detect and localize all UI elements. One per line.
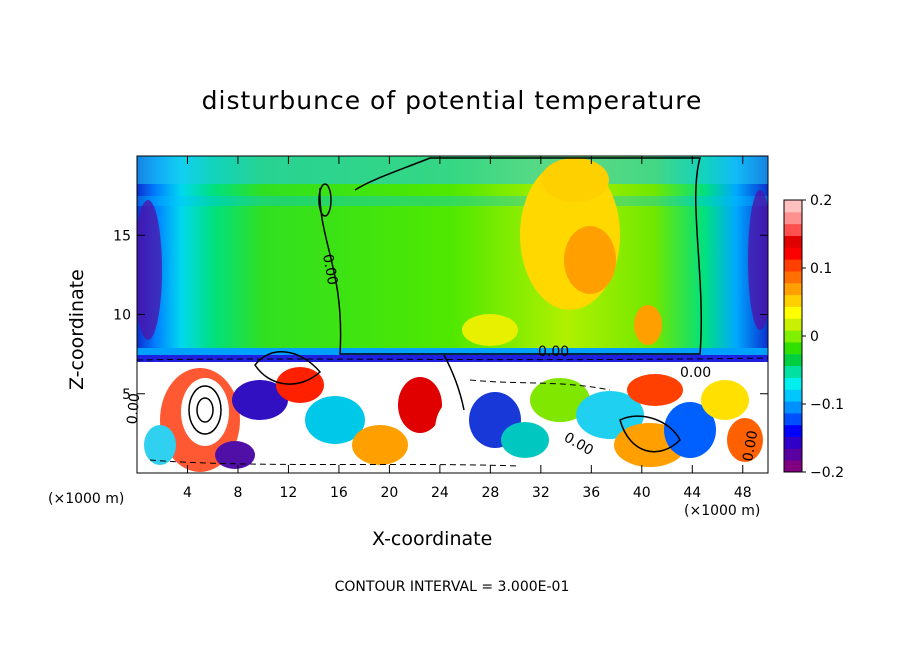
y-tick-label: 10: [113, 308, 131, 324]
x-axis-label: X-coordinate: [372, 528, 493, 550]
colorbar-swatch: [784, 223, 802, 236]
colorbar-swatch: [784, 247, 802, 260]
x-tick-label: 44: [683, 485, 701, 501]
x-unit-label: (×1000 m): [684, 503, 761, 519]
colorbar-swatch: [784, 424, 802, 438]
contour-lines: [188, 157, 702, 453]
contour-label: 0.00: [538, 344, 569, 360]
colorbar-tick-label: −0.1: [810, 397, 844, 413]
colorbar-swatch: [784, 306, 802, 319]
chart-title: disturbunce of potential temperature: [201, 86, 703, 115]
colorbar-swatch: [784, 460, 802, 473]
colorbar-swatch: [784, 200, 802, 213]
colorbar-swatch: [784, 330, 802, 343]
colorbar-swatch: [784, 211, 802, 225]
x-tick-label: 36: [582, 485, 600, 501]
contour-label: 0.00: [680, 365, 711, 381]
colorbar-swatch: [784, 436, 802, 449]
contour-label: 0.00: [740, 429, 761, 462]
x-tick-label: 16: [330, 485, 348, 501]
colorbar-swatch: [784, 401, 802, 414]
colorbar-swatch: [784, 270, 802, 284]
x-tick-label: 12: [280, 485, 298, 501]
y-axis-label: Z-coordinate: [66, 269, 88, 390]
contour-interval-text: CONTOUR INTERVAL = 3.000E-01: [334, 579, 570, 595]
x-axis: 4 8 12 16 20 24 28 32 36 40 44 48: [183, 156, 752, 501]
x-tick-label: 8: [233, 485, 242, 501]
negative-contours: [137, 357, 768, 467]
x-tick-label: 40: [633, 485, 651, 501]
colorbar-tick-label: −0.2: [810, 465, 844, 481]
x-tick-label: 24: [431, 485, 449, 501]
colorbar-swatch: [784, 318, 802, 331]
colorbar-swatch: [784, 259, 802, 272]
colorbar-swatch: [784, 377, 802, 390]
y-tick-label: 5: [122, 387, 131, 403]
colorbar: 0.2 0.1 0 −0.1 −0.2: [783, 193, 844, 481]
x-tick-label: 48: [734, 485, 752, 501]
colorbar-swatch: [784, 341, 802, 355]
colorbar-swatch: [784, 448, 802, 461]
colorbar-swatch: [784, 412, 802, 426]
y-tick-label: 15: [113, 228, 131, 244]
x-tick-label: 20: [380, 485, 398, 501]
colorbar-swatch: [784, 389, 802, 402]
colorbar-swatch: [784, 294, 802, 307]
colorbar-swatch: [784, 282, 802, 296]
x-tick-label: 32: [532, 485, 550, 501]
z-unit-label: (×1000 m): [48, 491, 125, 507]
colorbar-tick-label: 0.1: [810, 261, 832, 277]
colorbar-swatch: [784, 353, 802, 367]
colorbar-swatch: [784, 235, 802, 248]
contour-label: 0.00: [125, 393, 144, 425]
contour-label: 0.00: [319, 253, 340, 286]
colorbar-tick-label: 0.2: [810, 193, 832, 209]
colorbar-tick-label: 0: [810, 329, 819, 345]
x-tick-label: 28: [481, 485, 499, 501]
colorbar-swatch: [784, 365, 802, 378]
y-axis: 5 10 15: [113, 228, 768, 403]
heatmap-field: [137, 156, 768, 473]
x-tick-label: 4: [183, 485, 192, 501]
